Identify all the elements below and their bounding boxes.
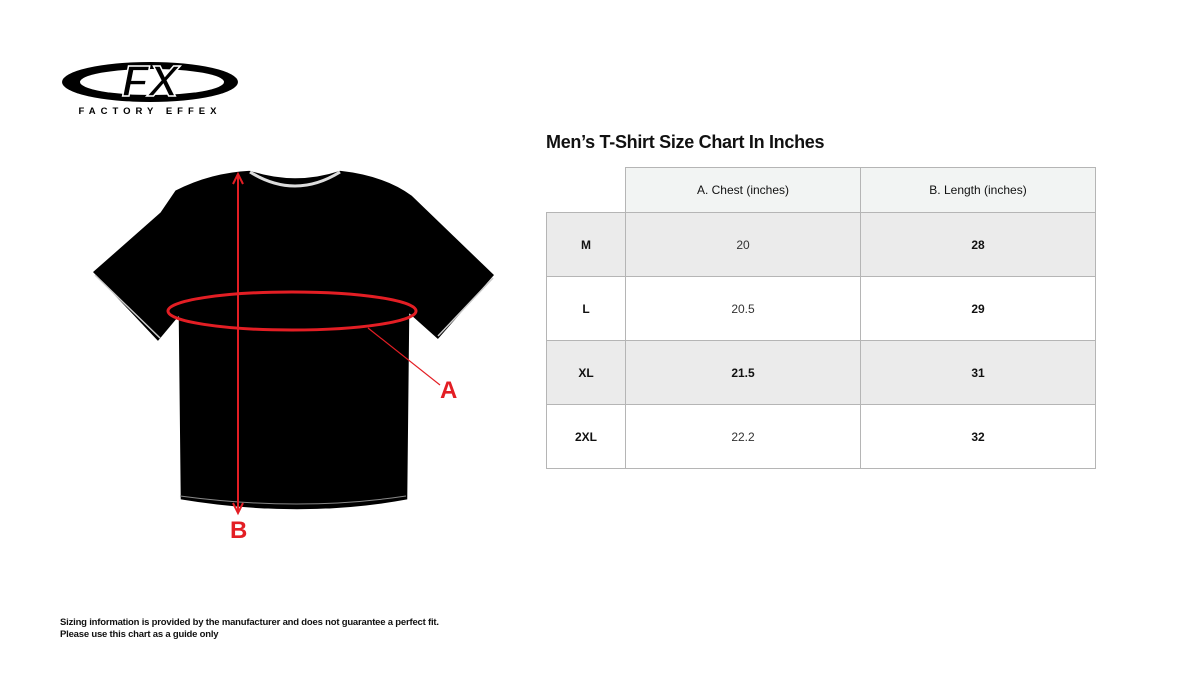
- chest-cell: 21.5: [625, 340, 861, 405]
- size-cell: M: [546, 212, 626, 277]
- label-a: A: [440, 377, 457, 404]
- table-row: XL 21.5 31: [546, 340, 1096, 405]
- chest-measure-line: [166, 290, 418, 332]
- size-cell: L: [546, 276, 626, 341]
- label-b: B: [230, 517, 247, 544]
- chest-cell: 20: [625, 212, 861, 277]
- table-header-row: A. Chest (inches) B. Length (inches): [546, 167, 1096, 213]
- table-row: L 20.5 29: [546, 276, 1096, 341]
- factory-effex-logo: FX FACTORY EFFEX: [62, 58, 238, 117]
- length-cell: 29: [860, 276, 1096, 341]
- page-title: Men’s T-Shirt Size Chart In Inches: [546, 132, 825, 152]
- size-cell: 2XL: [546, 404, 626, 469]
- svg-text:FACTORY EFFEX: FACTORY EFFEX: [79, 106, 222, 117]
- size-cell: XL: [546, 340, 626, 405]
- length-cell: 32: [860, 404, 1096, 469]
- disclaimer-line-2: Please use this chart as a guide only: [60, 629, 219, 640]
- chest-cell: 20.5: [625, 276, 861, 341]
- table-row: 2XL 22.2 32: [546, 404, 1096, 469]
- collar: [249, 170, 341, 188]
- table-row: M 20 28: [546, 212, 1096, 277]
- header-chest: A. Chest (inches): [625, 167, 861, 213]
- chest-cell: 22.2: [625, 404, 861, 469]
- size-chart-table: A. Chest (inches) B. Length (inches) M 2…: [546, 167, 1096, 469]
- tshirt-shape: [90, 169, 497, 511]
- header-length: B. Length (inches): [860, 167, 1096, 213]
- disclaimer-line-1: Sizing information is provided by the ma…: [60, 617, 439, 628]
- disclaimer: Sizing information is provided by the ma…: [60, 617, 439, 641]
- tshirt-diagram: A B: [90, 169, 497, 544]
- svg-text:FX: FX: [122, 58, 181, 106]
- length-cell: 28: [860, 212, 1096, 277]
- header-blank: [546, 167, 626, 213]
- length-cell: 31: [860, 340, 1096, 405]
